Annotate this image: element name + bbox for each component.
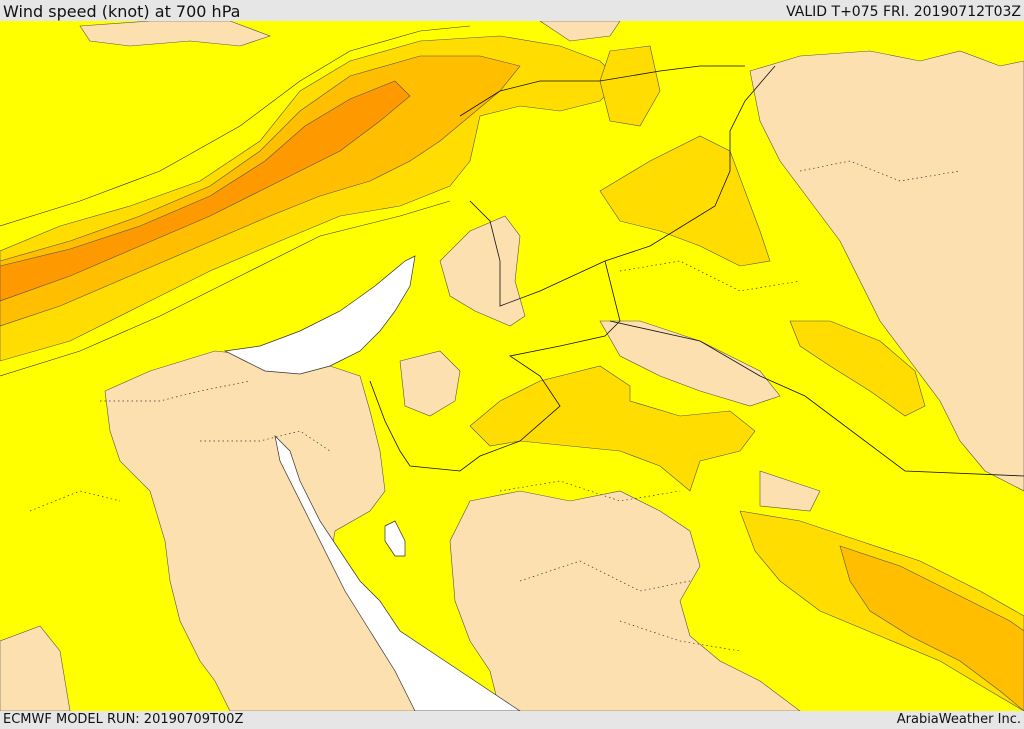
header-bar: Wind speed (knot) at 700 hPa VALID T+075… [0, 0, 1024, 21]
valid-time: VALID T+075 FRI. 20190712T03Z [786, 4, 1021, 20]
contour-lines [0, 25, 471, 377]
band-highest-regions [0, 80, 411, 302]
wind-speed-map [0, 21, 1024, 711]
band-lowest-regions [0, 21, 1024, 711]
map-title: Wind speed (knot) at 700 hPa [3, 2, 241, 21]
country-borders [369, 65, 1024, 477]
model-run: ECMWF MODEL RUN: 20190709T00Z [3, 712, 244, 727]
province-borders [29, 160, 961, 652]
footer-bar: ECMWF MODEL RUN: 20190709T00Z ArabiaWeat… [0, 711, 1024, 729]
sea-regions [223, 255, 521, 711]
credit: ArabiaWeather Inc. [896, 712, 1021, 727]
